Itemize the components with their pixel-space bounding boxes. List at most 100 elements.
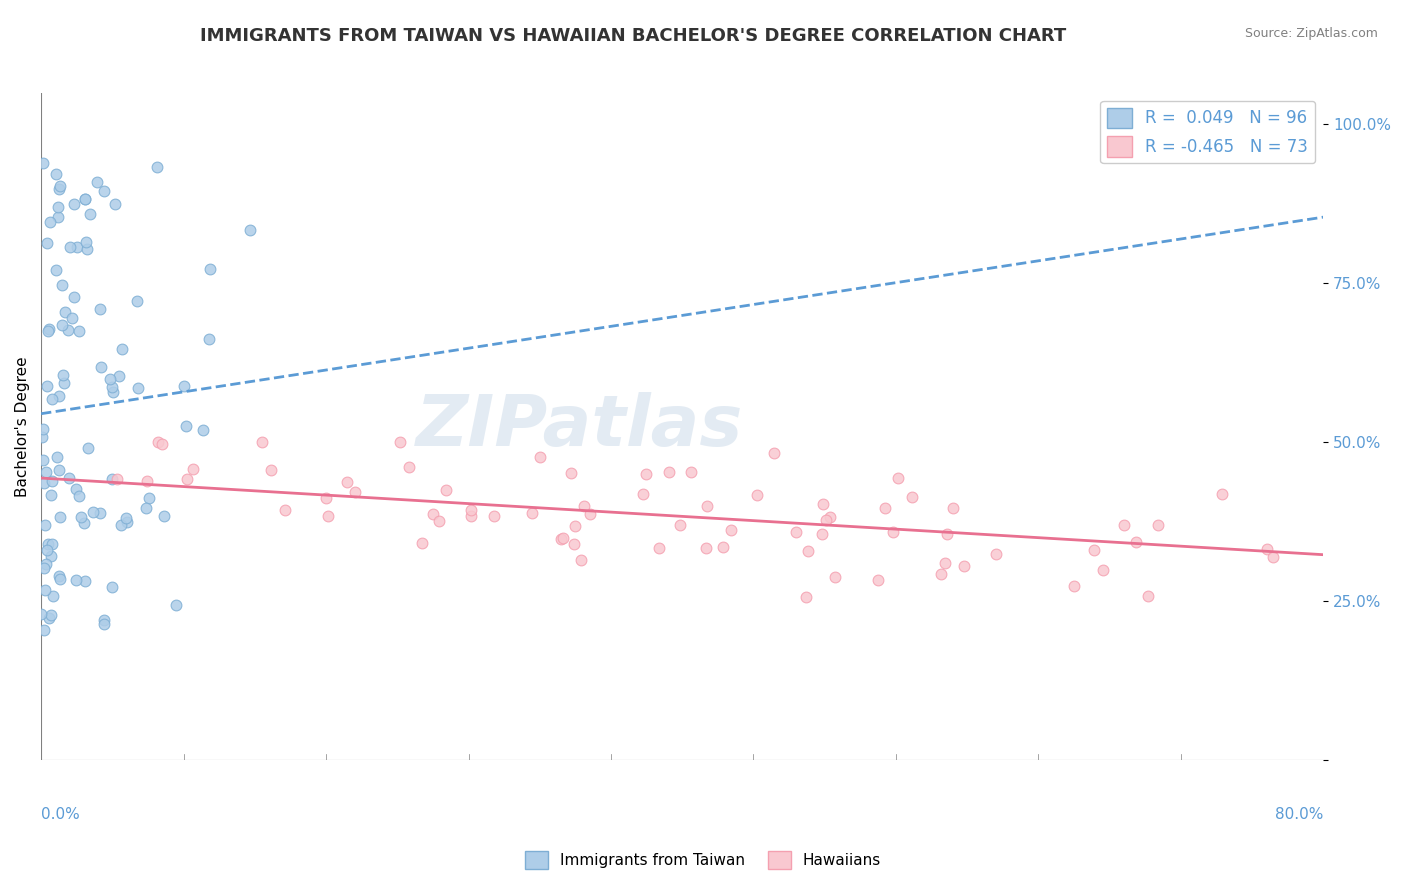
Point	[51, 318, 73, 332]
Point	[46, 450, 69, 465]
Legend: R =  0.049   N = 96, R = -0.465   N = 73: R = 0.049 N = 96, R = -0.465 N = 73	[1101, 101, 1315, 163]
Point	[747, 488, 769, 502]
Point	[669, 518, 692, 533]
Point	[198, 261, 221, 276]
Point	[344, 484, 367, 499]
Point	[35, 465, 58, 479]
Point	[763, 446, 786, 460]
Point	[681, 465, 703, 479]
Point	[110, 518, 132, 533]
Point	[824, 569, 846, 583]
Point	[63, 290, 86, 304]
Point	[529, 450, 551, 465]
Point	[101, 580, 124, 594]
Point	[48, 182, 70, 196]
Point	[31, 430, 53, 444]
Point	[929, 566, 952, 581]
Point	[1137, 589, 1160, 603]
Point	[882, 525, 904, 540]
Point	[934, 556, 956, 570]
Point	[560, 466, 582, 480]
Point	[63, 197, 86, 211]
Point	[98, 372, 121, 386]
Point	[181, 462, 204, 476]
Point	[93, 613, 115, 627]
Point	[953, 559, 976, 574]
Point	[820, 509, 842, 524]
Point	[60, 310, 83, 325]
Point	[250, 435, 273, 450]
Point	[58, 323, 80, 337]
Point	[152, 509, 174, 524]
Point	[422, 507, 444, 521]
Point	[101, 471, 124, 485]
Point	[696, 500, 718, 514]
Point	[146, 435, 169, 450]
Point	[49, 572, 72, 586]
Point	[127, 381, 149, 395]
Point	[198, 332, 221, 346]
Text: IMMIGRANTS FROM TAIWAN VS HAWAIIAN BACHELOR'S DEGREE CORRELATION CHART: IMMIGRANTS FROM TAIWAN VS HAWAIIAN BACHE…	[200, 27, 1066, 45]
Point	[52, 368, 75, 383]
Point	[86, 175, 108, 189]
Point	[111, 343, 134, 357]
Point	[193, 423, 215, 437]
Point	[814, 513, 837, 527]
Point	[427, 514, 450, 528]
Point	[174, 418, 197, 433]
Point	[794, 590, 817, 604]
Point	[89, 506, 111, 520]
Point	[388, 435, 411, 450]
Point	[48, 463, 70, 477]
Point	[460, 508, 482, 523]
Point	[37, 378, 59, 392]
Point	[658, 466, 681, 480]
Point	[115, 515, 138, 529]
Point	[44, 167, 66, 181]
Point	[66, 240, 89, 254]
Point	[65, 482, 87, 496]
Point	[648, 541, 671, 556]
Point	[579, 507, 602, 521]
Text: ZIPatlas: ZIPatlas	[416, 392, 744, 461]
Point	[46, 210, 69, 224]
Point	[316, 509, 339, 524]
Point	[1263, 550, 1285, 565]
Point	[138, 491, 160, 505]
Point	[434, 483, 457, 498]
Point	[1083, 542, 1105, 557]
Point	[811, 497, 834, 511]
Point	[32, 476, 55, 491]
Point	[89, 301, 111, 316]
Point	[37, 236, 59, 251]
Point	[93, 616, 115, 631]
Point	[135, 500, 157, 515]
Point	[411, 536, 433, 550]
Point	[82, 505, 104, 519]
Point	[901, 490, 924, 504]
Point	[797, 543, 820, 558]
Point	[48, 388, 70, 402]
Point	[49, 510, 72, 524]
Point	[65, 573, 87, 587]
Point	[135, 474, 157, 488]
Point	[873, 500, 896, 515]
Point	[1211, 486, 1233, 500]
Point	[73, 574, 96, 588]
Point	[39, 215, 62, 229]
Point	[631, 487, 654, 501]
Point	[59, 240, 82, 254]
Point	[634, 467, 657, 481]
Point	[886, 470, 908, 484]
Point	[48, 568, 70, 582]
Legend: Immigrants from Taiwan, Hawaiians: Immigrants from Taiwan, Hawaiians	[519, 845, 887, 875]
Point	[553, 531, 575, 545]
Point	[46, 200, 69, 214]
Point	[34, 582, 56, 597]
Point	[34, 557, 56, 571]
Point	[37, 324, 59, 338]
Point	[67, 324, 90, 338]
Point	[1063, 579, 1085, 593]
Point	[315, 491, 337, 505]
Point	[176, 472, 198, 486]
